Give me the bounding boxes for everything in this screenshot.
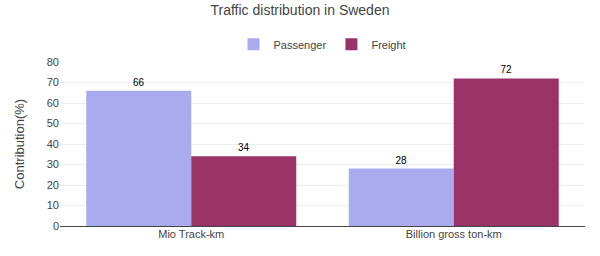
svg-text:Mio Track-km: Mio Track-km (158, 228, 224, 240)
svg-text:Passenger: Passenger (274, 39, 327, 51)
svg-text:66: 66 (133, 77, 145, 88)
svg-text:Billion gross ton-km: Billion gross ton-km (406, 228, 502, 240)
svg-text:72: 72 (500, 64, 512, 75)
svg-text:20: 20 (47, 179, 59, 191)
svg-text:70: 70 (47, 76, 59, 88)
svg-text:80: 80 (47, 56, 59, 68)
svg-text:40: 40 (47, 138, 59, 150)
svg-text:50: 50 (47, 117, 59, 129)
svg-text:34: 34 (238, 142, 250, 153)
svg-text:10: 10 (47, 199, 59, 211)
svg-text:Contribution(%): Contribution(%) (12, 99, 27, 189)
svg-text:60: 60 (47, 97, 59, 109)
svg-text:0: 0 (53, 220, 59, 232)
svg-text:Freight: Freight (371, 39, 405, 51)
svg-text:28: 28 (395, 155, 407, 166)
svg-text:Traffic distribution in Sweden: Traffic distribution in Sweden (211, 2, 390, 18)
svg-text:30: 30 (47, 158, 59, 170)
